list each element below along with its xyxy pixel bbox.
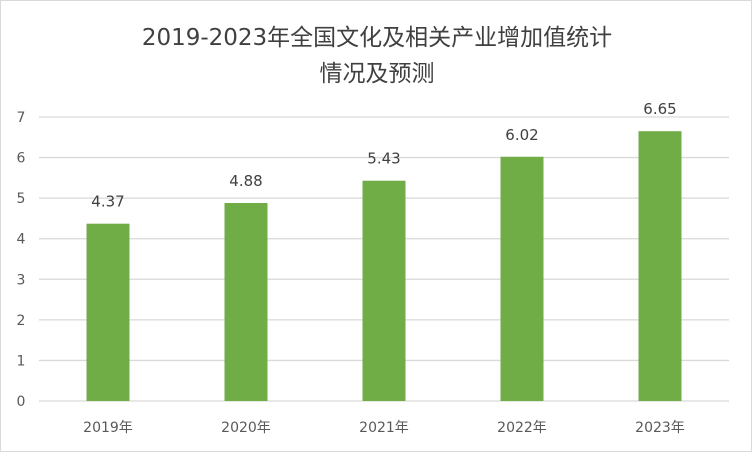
x-tick-label: 2019年 [83,420,133,436]
bar [500,156,544,401]
chart-title-line-1: 2019-2023年全国文化及相关产业增加值统计 [142,25,612,51]
x-tick-label: 2020年 [221,420,271,436]
x-tick-label: 2023年 [635,420,685,436]
y-tick-label: 2 [17,313,26,329]
y-tick-label: 7 [17,110,26,126]
y-tick-label: 5 [17,191,26,207]
y-tick-label: 0 [17,394,26,410]
bar [638,131,682,401]
chart-title-line-2: 情况及预测 [320,61,435,87]
y-tick-label: 1 [17,353,26,369]
data-label: 4.37 [91,193,124,211]
bar [224,203,268,401]
x-tick-label: 2022年 [497,420,547,436]
data-label: 5.43 [367,150,400,168]
bar [362,180,406,401]
data-label: 6.02 [505,126,538,144]
y-tick-label: 6 [17,151,26,167]
data-label: 4.88 [229,172,262,190]
y-tick-label: 4 [17,232,26,248]
y-tick-label: 3 [17,272,26,288]
bar [86,223,130,401]
x-tick-label: 2021年 [359,420,409,436]
data-label: 6.65 [643,100,676,118]
